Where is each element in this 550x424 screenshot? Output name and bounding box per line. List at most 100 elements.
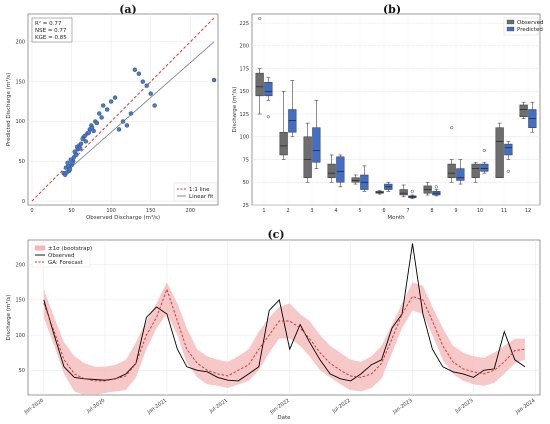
scatter-point: [128, 111, 134, 116]
outlier-point: [482, 148, 486, 152]
scatter-point: [83, 139, 88, 144]
x-tick-label: Jul-2022: [331, 398, 352, 415]
scatter-point: [132, 67, 138, 72]
y-tick-label: 150: [239, 89, 249, 95]
x-tick-label: 100: [106, 208, 116, 214]
legend-swatch: [34, 245, 46, 251]
box: [495, 127, 504, 178]
panel-label: (b): [383, 3, 401, 16]
y-tick-label: 100: [15, 119, 25, 125]
x-tick-label: Jul-2023: [453, 398, 474, 415]
scatter-point: [72, 149, 77, 154]
box: [288, 109, 297, 133]
x-tick-label: 6: [382, 208, 385, 214]
box: [471, 163, 480, 178]
scatter-point: [140, 79, 145, 84]
scatter-point: [66, 163, 71, 169]
x-tick-label: 2: [286, 208, 289, 214]
scatter-point: [148, 91, 153, 96]
outlier-point: [506, 169, 510, 173]
scatter-point: [136, 71, 142, 76]
y-tick-label: 50: [19, 159, 25, 165]
legend-label: Predicted: [517, 27, 543, 33]
legend-label: Linear fit: [189, 194, 214, 200]
panel-a: (a) 0 50 100 150 200 0 50 100 150 200 Observed Disc…: [5, 3, 219, 221]
y-tick-label: 125: [239, 112, 249, 118]
outlier-point: [434, 185, 438, 189]
box: [312, 127, 321, 163]
stats-text: R² = 0.77: [35, 20, 62, 27]
x-tick-label: Jan-2023: [391, 398, 413, 416]
x-tick-label: 50: [68, 208, 74, 214]
y-tick-label: 50: [243, 180, 249, 186]
scatter-point: [82, 133, 88, 138]
scatter-point: [80, 136, 85, 142]
x-tick-label: Jul-2021: [208, 398, 229, 415]
outlier-point: [266, 115, 270, 119]
legend-label: GA: Forecast: [48, 260, 84, 266]
x-tick-label: Jan-2021: [146, 398, 168, 416]
scatter-point: [78, 141, 84, 146]
legend-box: [173, 182, 217, 202]
box: [504, 143, 513, 156]
x-tick-label: 5: [358, 208, 361, 214]
y-tick-label: 225: [239, 21, 249, 27]
x-tick-label: 0: [30, 208, 33, 214]
box: [399, 189, 408, 196]
y-tick-label: 175: [239, 66, 249, 72]
x-tick-label: Jan-2022: [268, 398, 290, 416]
x-tick-label: 12: [525, 208, 531, 214]
panel-label: (a): [119, 3, 137, 16]
scatter-point: [78, 146, 83, 151]
y-tick-label: 200: [239, 44, 249, 50]
scatter-point: [94, 120, 100, 126]
scatter-point: [116, 127, 122, 132]
scatter-point: [70, 160, 75, 166]
x-tick-label: 11: [501, 208, 507, 214]
x-axis-label: Month: [387, 215, 405, 221]
x-tick-label: 150: [146, 208, 156, 214]
y-tick-label: 100: [15, 333, 25, 339]
scatter-point: [86, 130, 92, 135]
x-tick-label: Jan-2024: [514, 398, 536, 416]
legend-label: Observed: [48, 253, 74, 259]
y-tick-label: 200: [15, 40, 25, 46]
y-tick-label: 75: [243, 157, 249, 163]
stats-text: KGE = 0.85: [35, 35, 67, 41]
stats-box: [31, 17, 73, 43]
legend-label: ±1σ (bootstrap): [48, 246, 92, 252]
scatter-point: [124, 123, 130, 128]
uncertainty-band: [43, 282, 525, 395]
x-tick-label: 10: [477, 208, 483, 214]
x-tick-label: 9: [454, 208, 457, 214]
scatter-point: [89, 125, 95, 131]
scatter-point: [99, 115, 104, 120]
box: [264, 81, 273, 97]
scatter-point: [97, 111, 102, 116]
x-tick-label: 1: [262, 208, 265, 214]
y-tick-label: 100: [239, 135, 249, 141]
scatter-point: [108, 99, 114, 104]
y-tick-label: 200: [15, 262, 25, 268]
scatter-point: [104, 107, 110, 112]
panel-c: (c) 50 100 150 200 Jan-2020 Jul-2020 Jan-2021 Ju…: [5, 228, 541, 421]
y-tick-label: 150: [15, 298, 25, 304]
legend-label: 1:1 line: [189, 187, 210, 193]
y-axis-label: Predicted Discharge (m³/s): [5, 73, 12, 146]
box: [351, 177, 360, 183]
box: [447, 163, 456, 178]
box: [303, 136, 312, 178]
outlier-point: [258, 16, 262, 21]
x-tick-label: Jul-2020: [85, 398, 106, 415]
y-tick-label: 25: [243, 203, 249, 209]
plot-area: [27, 13, 219, 206]
y-tick-label: 150: [15, 79, 25, 85]
stats-text: NSE = 0.77: [35, 28, 67, 34]
x-tick-label: Jan-2020: [22, 398, 44, 416]
box: [255, 72, 264, 97]
y-axis-label: Discharge (m³/s): [231, 87, 238, 133]
outlier-point: [410, 189, 414, 193]
y-tick-label: 0: [22, 199, 25, 205]
